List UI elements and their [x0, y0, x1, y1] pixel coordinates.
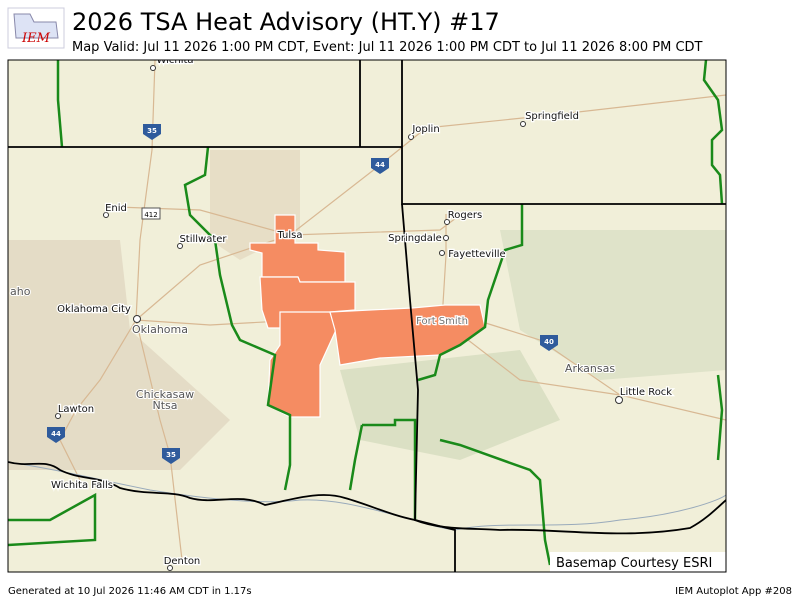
city-label: Denton	[164, 556, 201, 567]
city-label: Joplin	[411, 124, 439, 135]
city-marker	[55, 413, 61, 419]
shield: 35	[143, 124, 161, 140]
map-frame	[7, 59, 727, 573]
city-markers	[55, 65, 623, 571]
city-label: Springfield	[525, 111, 579, 122]
shield-label: 35	[147, 127, 157, 135]
terrain	[8, 240, 230, 470]
credit-box	[550, 552, 726, 572]
cwa-border	[8, 492, 97, 547]
shield-label: 35	[166, 451, 176, 459]
state-label: Oklahoma	[132, 323, 188, 336]
state-border	[8, 461, 726, 535]
shield-shape	[141, 207, 161, 220]
city-marker	[177, 243, 183, 249]
region-label: aho	[10, 285, 31, 298]
shield-label: 412	[144, 211, 157, 219]
shield: 35	[162, 448, 180, 464]
city-label: Wichita	[156, 55, 193, 66]
logo: IEM	[7, 7, 65, 49]
city-label: Enid	[105, 203, 127, 214]
city-marker	[95, 482, 101, 488]
city-marker	[444, 219, 450, 225]
city-marker	[439, 250, 445, 256]
map: 35 44 412 40 44 35 Wichita Joplin Spring…	[7, 55, 727, 573]
shield: 40	[540, 335, 558, 351]
shield: 412	[141, 207, 161, 220]
cwa-border	[439, 438, 552, 566]
city-label: Fayetteville	[448, 249, 505, 260]
cwa-borders	[8, 60, 724, 566]
city-label: Oklahoma City	[57, 304, 131, 315]
city-marker	[150, 65, 156, 71]
region-label: Ntsa	[152, 399, 177, 412]
city-marker	[133, 315, 141, 323]
cwa-border	[56, 60, 64, 148]
labels: Wichita Joplin Springfield Enid Stillwat…	[9, 55, 674, 568]
city-label: Springdale	[388, 233, 442, 244]
state-borders	[8, 60, 726, 572]
city-marker	[443, 235, 449, 241]
cwa-border	[348, 424, 364, 491]
region-label: Chickasaw	[136, 388, 194, 401]
shield-shape	[540, 335, 558, 351]
city-label: Stillwater	[179, 234, 227, 245]
shield-shape	[162, 448, 180, 464]
city-label: Fort Smith	[416, 316, 468, 327]
cwa-border	[702, 60, 724, 205]
city-marker	[103, 212, 109, 218]
city-label: Tulsa	[276, 230, 302, 241]
shield: 44	[371, 158, 389, 174]
credit: Basemap Courtesy ESRI	[556, 556, 712, 571]
cwa-border	[417, 204, 524, 382]
advisory	[249, 214, 486, 418]
logo-text: IEM	[21, 31, 51, 46]
city-label: Rogers	[448, 210, 482, 221]
advisory-zone	[249, 214, 346, 283]
shield-shape	[371, 158, 389, 174]
city-label: Little Rock	[620, 387, 672, 398]
city-marker	[615, 396, 623, 404]
state-label: Arkansas	[565, 362, 615, 375]
shield-label: 44	[375, 161, 385, 169]
cwa-border	[183, 146, 292, 491]
road	[59, 319, 137, 485]
logo-shape	[13, 13, 59, 39]
city-marker	[408, 134, 414, 140]
shield: 44	[47, 427, 65, 443]
terrain	[340, 350, 560, 460]
cwa-border	[362, 418, 417, 520]
title: 2026 TSA Heat Advisory (HT.Y) #17	[72, 8, 500, 36]
footer-left: Generated at 10 Jul 2026 11:46 AM CDT in…	[8, 586, 252, 597]
state-border	[401, 203, 456, 572]
city-label: Lawton	[58, 404, 94, 415]
footer-right: IEM Autoplot App #208	[675, 586, 792, 597]
shield-label: 44	[51, 430, 61, 438]
city-label: Wichita Falls	[51, 480, 113, 491]
shield-shape	[47, 427, 65, 443]
cwa-border	[716, 374, 724, 461]
city-marker	[520, 121, 526, 127]
shields: 35 44 412 40 44 35	[47, 124, 558, 464]
shield-shape	[143, 124, 161, 140]
shield-label: 40	[544, 338, 554, 346]
city-marker	[167, 565, 173, 571]
subtitle: Map Valid: Jul 11 2026 1:00 PM CDT, Even…	[72, 40, 703, 55]
